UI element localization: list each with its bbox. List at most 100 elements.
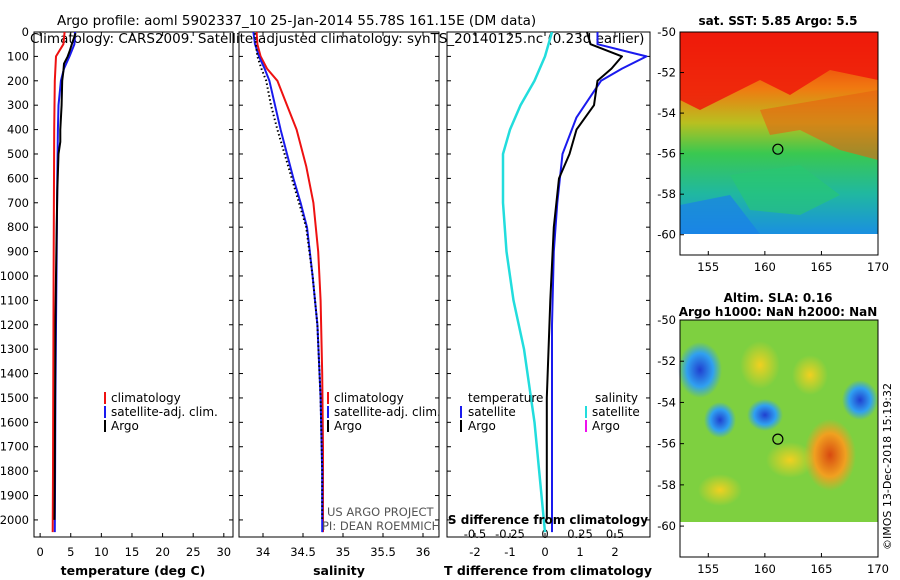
sst-heatmap xyxy=(680,32,878,234)
depth-tick-label: 800 xyxy=(7,220,29,234)
x-tick-label: 34.5 xyxy=(290,545,316,559)
x-tick-label: 30 xyxy=(216,545,231,559)
difference-secondary-xlabel: S difference from climatology xyxy=(448,513,648,527)
series-line xyxy=(551,32,648,533)
difference-profiles xyxy=(501,32,648,533)
sst-map-title: sat. SST: 5.85 Argo: 5.5 xyxy=(698,14,857,28)
sst-map-frame xyxy=(679,31,879,256)
series-line xyxy=(53,32,76,533)
x-tick-label: 36 xyxy=(416,545,431,559)
depth-tick-label: 600 xyxy=(7,171,29,185)
secondary-x-tick-label: 0.5 xyxy=(606,527,624,541)
temperature-xlabel: temperature (deg C) xyxy=(61,563,206,578)
map-x-tick-label: 155 xyxy=(697,260,719,274)
depth-tick-label: 400 xyxy=(7,123,29,137)
difference-xlabel: T difference from climatology xyxy=(444,563,652,578)
salinity-legend: climatology satellite-adj. clim. Argo xyxy=(327,391,441,433)
depth-tick-label: 1700 xyxy=(0,440,29,454)
x-tick-label: 5 xyxy=(67,545,74,559)
map-y-tick-label: -52 xyxy=(657,66,676,80)
figure-title-line2: Climatology: CARS2009. Satellite-adjuste… xyxy=(30,31,644,47)
map-x-tick-label: 160 xyxy=(754,562,776,576)
sla-map-title: Altim. SLA: 0.16 xyxy=(724,291,833,305)
x-tick-label: 35.5 xyxy=(370,545,396,559)
map-x-tick-label: 170 xyxy=(867,260,889,274)
temperature-legend: climatology satellite-adj. clim. Argo xyxy=(104,391,218,433)
depth-tick-label: 1000 xyxy=(0,269,29,283)
map-x-tick-label: 165 xyxy=(810,260,832,274)
series-line xyxy=(252,32,324,533)
map-y-tick-label: -50 xyxy=(657,25,676,39)
series-line xyxy=(255,32,324,533)
map-y-tick-label: -54 xyxy=(657,106,676,120)
depth-tick-label: 200 xyxy=(7,74,29,88)
depth-tick-label: 1500 xyxy=(0,391,29,405)
map-x-tick-label: 160 xyxy=(754,260,776,274)
map-y-tick-label: -58 xyxy=(657,478,676,492)
secondary-x-tick-label: -0.25 xyxy=(495,527,525,541)
x-tick-label: 20 xyxy=(155,545,170,559)
salinity-xlabel: salinity xyxy=(313,563,365,578)
legend-title-salinity: salinity xyxy=(595,391,638,405)
map-y-tick-label: -56 xyxy=(657,437,676,451)
x-tick-label: 0 xyxy=(541,545,548,559)
series-line xyxy=(53,32,77,520)
x-tick-label: 34 xyxy=(256,545,271,559)
imos-credit: ©IMOS 13-Dec-2018 15:19:32 xyxy=(881,383,894,550)
sla-heatmap xyxy=(678,320,878,522)
pi-credit: PI: DEAN ROEMMICH xyxy=(322,519,440,533)
x-tick-label: 10 xyxy=(94,545,109,559)
profile-location-marker xyxy=(772,433,784,445)
x-tick-label: 25 xyxy=(186,545,201,559)
depth-tick-label: 1100 xyxy=(0,293,29,307)
legend-title-temperature: temperature xyxy=(468,391,543,405)
map-x-tick-label: 170 xyxy=(867,562,889,576)
salinity-x-axis: 34 34.5 35 35.5 36 xyxy=(256,32,431,559)
difference-x-axis: -2 -1 0 1 2 -0.5 -0.25 0 0.25 0.5 xyxy=(464,32,624,559)
depth-tick-label: 100 xyxy=(7,49,29,63)
project-credit: US ARGO PROJECT xyxy=(327,505,435,519)
map-y-tick-label: -60 xyxy=(657,228,676,242)
sla-map-subtitle: Argo h1000: NaN h2000: NaN xyxy=(679,305,878,319)
depth-tick-label: 900 xyxy=(7,245,29,259)
series-line xyxy=(501,32,554,533)
difference-legend: temperature satellite Argo salinity sate… xyxy=(460,391,640,433)
series-line xyxy=(51,32,66,533)
legend-label-t-satellite: satellite xyxy=(468,405,516,419)
sla-map-frame xyxy=(679,319,879,558)
temperature-plot-frame xyxy=(33,31,234,538)
depth-tick-label: 700 xyxy=(7,196,29,210)
temperature-x-axis: 0 5 10 15 20 25 30 xyxy=(36,32,231,559)
legend-label-s-argo: Argo xyxy=(592,419,620,433)
map-y-tick-label: -58 xyxy=(657,187,676,201)
depth-tick-label: 300 xyxy=(7,98,29,112)
depth-tick-label: 1600 xyxy=(0,415,29,429)
legend-label-climatology: climatology xyxy=(111,391,181,405)
map-y-tick-label: -60 xyxy=(657,519,676,533)
depth-tick-label: 500 xyxy=(7,147,29,161)
temperature-profiles xyxy=(51,32,77,533)
depth-tick-label: 1800 xyxy=(0,464,29,478)
secondary-x-tick-label: -0.5 xyxy=(464,527,486,541)
profile-location-marker xyxy=(772,143,784,155)
secondary-x-tick-label: 0 xyxy=(541,527,548,541)
map-y-tick-label: -50 xyxy=(657,313,676,327)
difference-plot-frame xyxy=(446,31,651,538)
map-y-tick-label: -54 xyxy=(657,395,676,409)
legend-label-satellite: satellite-adj. clim. xyxy=(334,405,441,419)
depth-tick-label: 0 xyxy=(22,25,29,39)
legend-label-argo: Argo xyxy=(111,419,139,433)
legend-label-climatology: climatology xyxy=(334,391,404,405)
figure-title-line1: Argo profile: aoml 5902337_10 25-Jan-201… xyxy=(57,13,536,29)
map-x-tick-label: 165 xyxy=(810,562,832,576)
sst-map-axes: 155 160 165 170 -50 -52 -54 -56 -58 -60 xyxy=(657,25,889,274)
x-tick-label: -1 xyxy=(504,545,515,559)
depth-tick-label: 1300 xyxy=(0,342,29,356)
x-tick-label: 2 xyxy=(611,545,618,559)
salinity-profiles xyxy=(252,32,324,533)
x-tick-label: -2 xyxy=(469,545,480,559)
map-y-tick-label: -56 xyxy=(657,147,676,161)
sla-map-axes: 155 160 165 170 -50 -52 -54 -56 -58 -60 xyxy=(657,313,889,576)
depth-tick-label: 1400 xyxy=(0,367,29,381)
